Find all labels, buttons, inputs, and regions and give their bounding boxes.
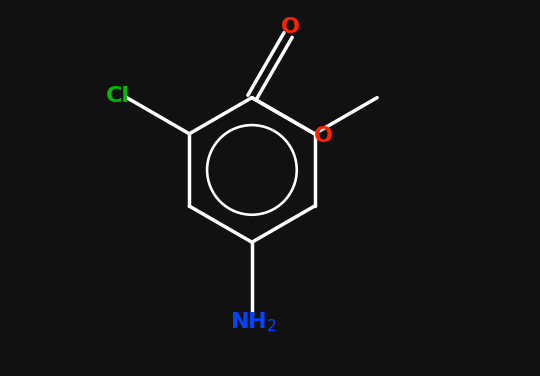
Text: O: O	[314, 126, 333, 146]
Text: NH$_2$: NH$_2$	[230, 311, 277, 334]
Text: O: O	[280, 17, 299, 37]
Text: Cl: Cl	[106, 86, 130, 106]
